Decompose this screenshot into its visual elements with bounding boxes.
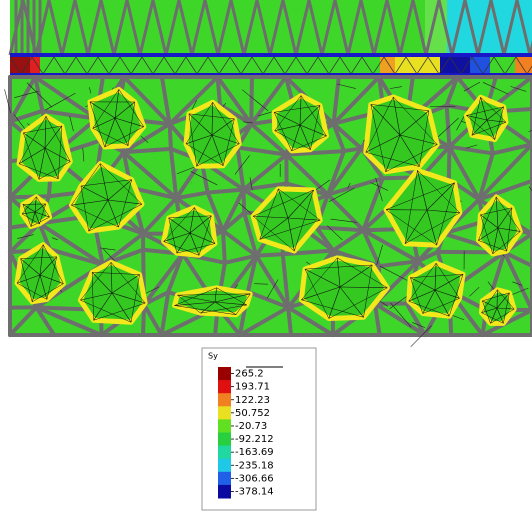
color-swatch: [218, 472, 231, 486]
legend-label: -306.66: [235, 473, 274, 484]
strip-cell: [490, 56, 515, 75]
color-swatch: [218, 485, 231, 499]
legend-title: Sy: [208, 352, 218, 361]
color-swatch: [218, 367, 231, 381]
particle: [366, 97, 437, 172]
legend-label: -92.212: [235, 434, 274, 445]
particle: [164, 207, 215, 255]
legend-label: -163.69: [235, 447, 274, 458]
color-swatch: [218, 419, 231, 433]
strip-cell: [30, 56, 40, 75]
strip-cell: [40, 56, 380, 75]
color-swatch: [218, 380, 231, 394]
color-swatch: [218, 433, 231, 447]
legend-label: -20.73: [235, 421, 267, 432]
mesh-edge: [223, 231, 225, 263]
mesh-edge: [251, 77, 252, 124]
strip-cell: [380, 56, 395, 75]
legend-label: -235.18: [235, 460, 274, 471]
color-swatch: [218, 459, 231, 473]
legend-label: -378.14: [235, 486, 274, 497]
viewport: Sy 265.2 193.71 122.23 50.752 -20.73 -92.212 -…: [0, 0, 532, 513]
mesh-edge: [449, 147, 450, 180]
mesh-edge: [256, 254, 282, 255]
mesh-edge: [288, 307, 291, 335]
legend-label: 50.752: [235, 408, 270, 419]
page: Sy 265.2 193.71 122.23 50.752 -20.73 -92.212 -…: [0, 0, 532, 513]
color-swatch: [218, 393, 231, 407]
color-swatch: [218, 446, 231, 460]
legend-label: 193.71: [235, 382, 270, 393]
mesh-edge: [447, 106, 450, 147]
strip-border-top: [10, 53, 532, 57]
legend-label: 122.23: [235, 395, 270, 406]
color-swatch: [218, 406, 231, 420]
color-bar: [218, 367, 231, 499]
mesh-edge: [10, 196, 49, 197]
mesh-edge: [243, 190, 244, 213]
legend-label: 265.2: [235, 369, 264, 380]
mesh: [5, 0, 532, 347]
